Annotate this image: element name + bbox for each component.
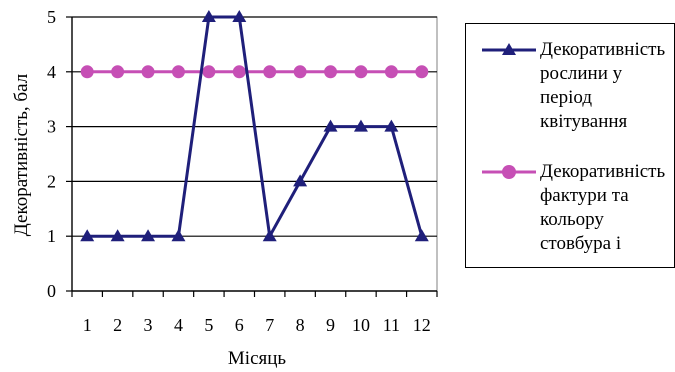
series-lines xyxy=(80,10,429,242)
y-tick-label-0: 0 xyxy=(47,281,56,301)
data-point-triangle xyxy=(414,229,429,242)
data-point-triangle xyxy=(171,229,186,242)
series-1 xyxy=(80,10,429,242)
x-tick-label-12: 12 xyxy=(413,315,431,335)
data-point-circle xyxy=(384,65,398,79)
y-tick-labels: 0 1 2 3 4 5 xyxy=(47,7,56,301)
x-tick-label-1: 1 xyxy=(83,315,92,335)
data-point-triangle xyxy=(201,10,216,22)
data-point-triangle xyxy=(110,229,125,242)
x-tick-label-11: 11 xyxy=(383,315,400,335)
axes xyxy=(66,16,438,297)
data-point-triangle xyxy=(323,119,338,132)
data-point-triangle xyxy=(293,174,308,187)
x-tick-label-5: 5 xyxy=(204,315,213,335)
gridlines xyxy=(71,16,438,292)
x-tick-label-8: 8 xyxy=(296,315,305,335)
x-axis-title: Місяць xyxy=(228,348,287,369)
data-point-circle xyxy=(141,65,155,79)
data-point-circle xyxy=(80,65,94,79)
data-point-triangle xyxy=(232,10,247,22)
legend: Декоративність рослини у період квітуван… xyxy=(465,23,675,268)
data-point-circle xyxy=(354,65,368,79)
data-point-circle xyxy=(263,65,277,79)
y-tick-label-5: 5 xyxy=(47,7,56,27)
x-tick-label-2: 2 xyxy=(113,315,122,335)
x-tick-label-3: 3 xyxy=(144,315,153,335)
data-point-triangle xyxy=(384,119,399,132)
x-tick-label-9: 9 xyxy=(326,315,335,335)
legend-marker-circle xyxy=(482,165,536,179)
legend-label-series-1: Декоративність рослини у період квітуван… xyxy=(540,39,666,132)
x-tick-labels: 1 2 3 4 5 6 7 8 9 10 11 12 xyxy=(83,315,431,335)
x-tick-label-6: 6 xyxy=(235,315,244,335)
data-point-circle xyxy=(111,65,125,79)
y-tick-label-3: 3 xyxy=(47,117,56,137)
plot-area-border xyxy=(71,16,438,292)
x-tick-label-4: 4 xyxy=(174,315,183,335)
data-point-triangle xyxy=(80,229,95,242)
legend-label-series-2: Декоративність фактури та кольору стовбу… xyxy=(540,161,666,254)
y-axis-title: Декоративність, бал xyxy=(11,73,32,236)
y-tick-label-2: 2 xyxy=(47,171,56,191)
x-tick-label-10: 10 xyxy=(352,315,370,335)
data-point-triangle xyxy=(262,229,277,242)
data-point-circle xyxy=(202,65,216,79)
data-point-circle xyxy=(232,65,246,79)
series-2 xyxy=(80,65,429,79)
data-point-circle xyxy=(415,65,429,79)
y-tick-label-4: 4 xyxy=(47,62,56,82)
x-tick-label-7: 7 xyxy=(265,315,274,335)
series-line-1 xyxy=(87,15,424,241)
data-point-circle xyxy=(171,65,185,79)
y-tick-label-1: 1 xyxy=(47,226,56,246)
data-point-triangle xyxy=(353,119,368,132)
data-point-circle xyxy=(324,65,338,79)
data-point-triangle xyxy=(141,229,156,242)
legend-marker-triangle xyxy=(482,43,536,55)
data-point-circle xyxy=(293,65,307,79)
